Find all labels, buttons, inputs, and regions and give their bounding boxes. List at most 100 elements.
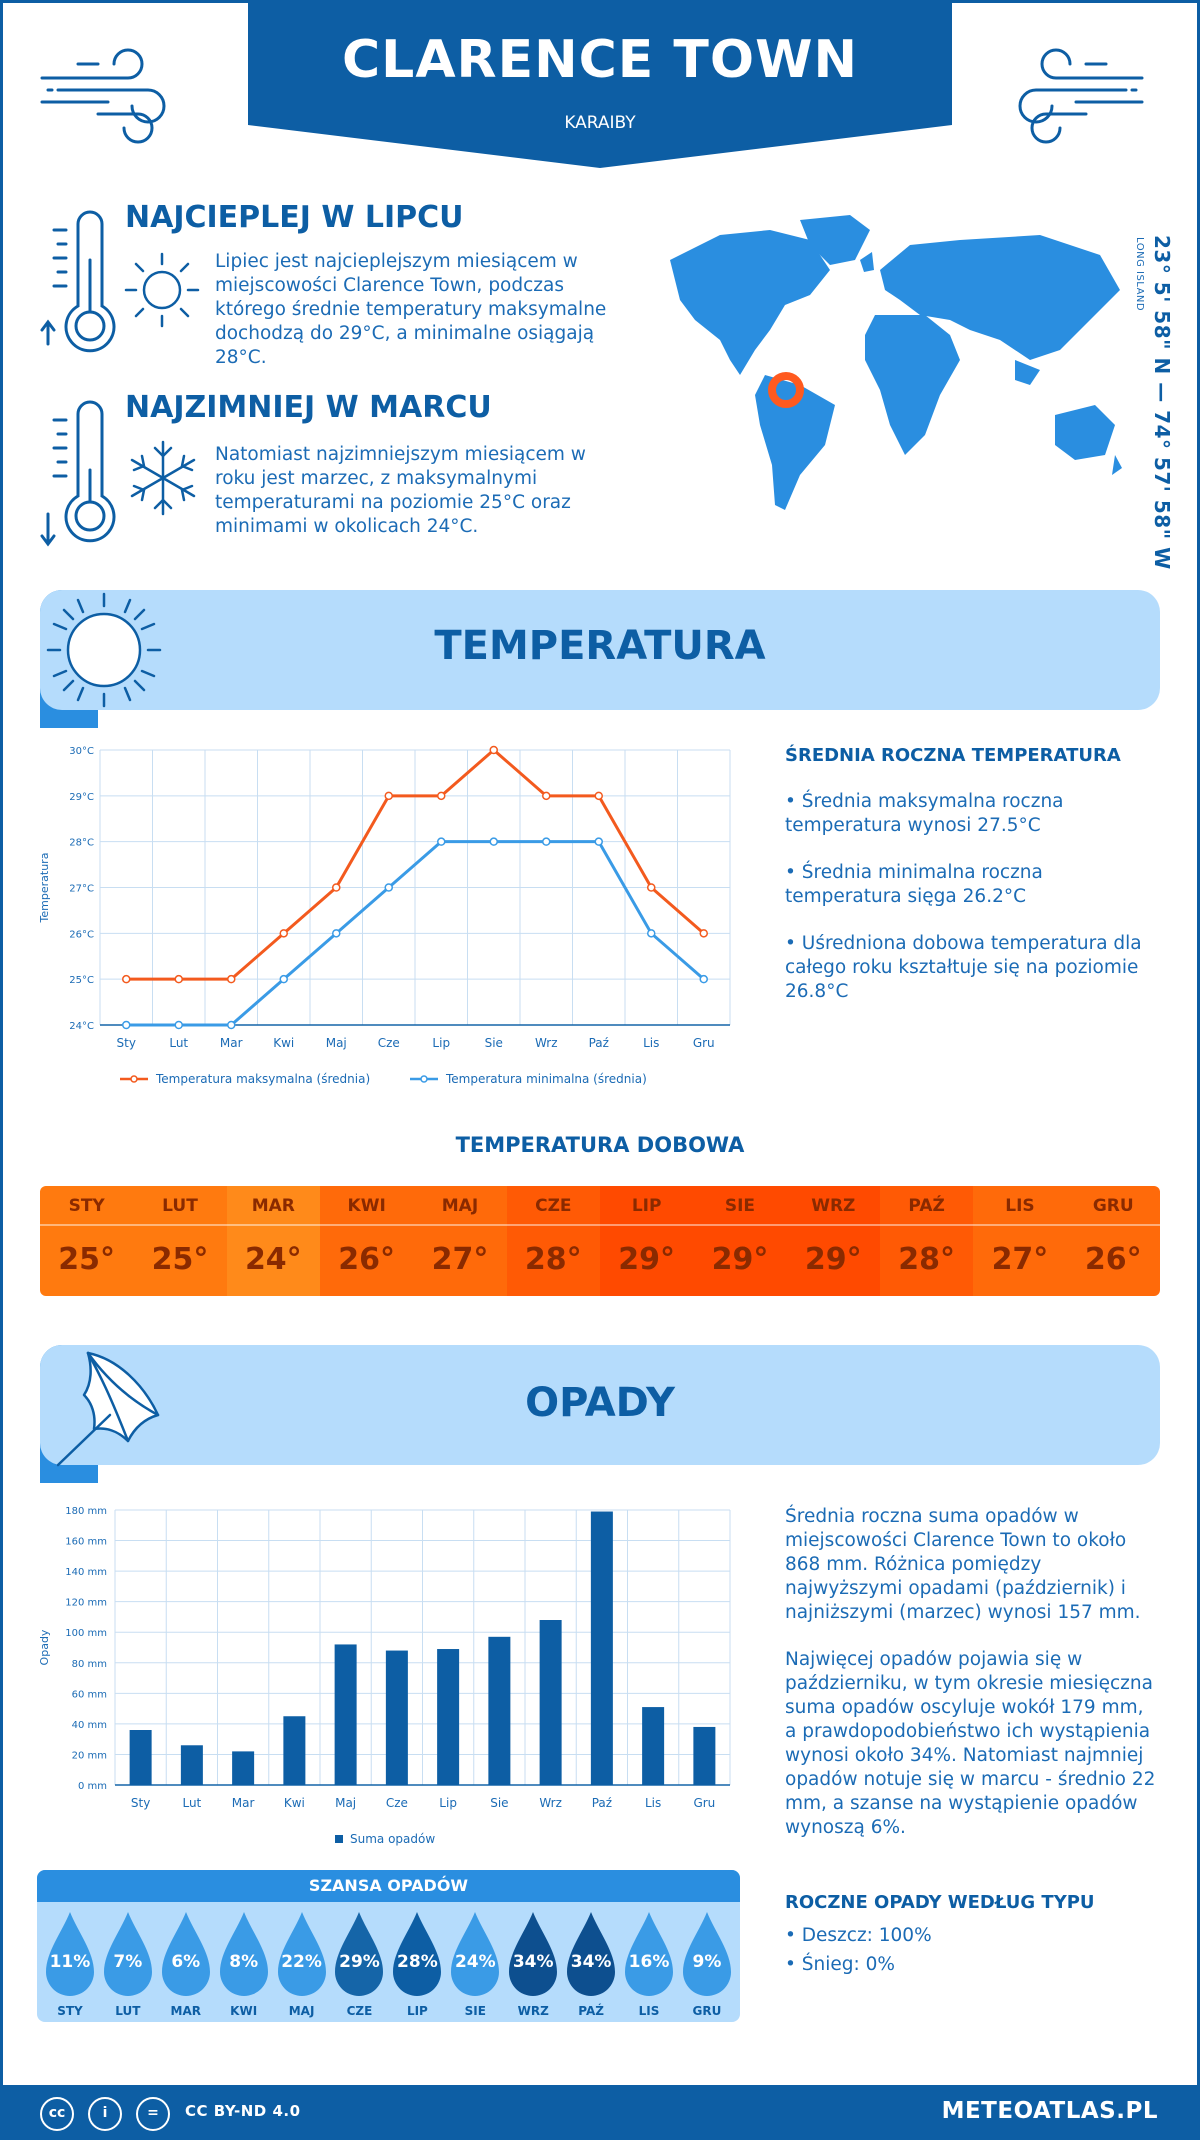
data-point (122, 974, 131, 984)
precip-chance-box: SZANSA OPADÓW 11% STY 7% LUT 6% MAR 8% KWI 22% MA… (37, 1870, 740, 2022)
raindrop-shape (103, 1912, 152, 1996)
bar (180, 1745, 203, 1785)
daily-temp-value: 25° (58, 1242, 116, 1277)
bar (232, 1751, 255, 1785)
y-tick-label: 24°C (69, 1021, 94, 1032)
daily-temp-month: WRZ (786, 1186, 880, 1226)
precip-chance-item: 22% MAJ (274, 1910, 330, 2018)
daily-temp-table: STY 25° LUT 25° MAR 24° KWI 26° MAJ 27° CZE 28° LIP 2… (40, 1186, 1160, 1296)
y-tick-label: 20 mm (72, 1750, 107, 1761)
data-point (647, 929, 656, 938)
precip-chance-item: 8% KWI (216, 1910, 272, 2018)
legend-label: Suma opadów (350, 1832, 435, 1846)
daily-temp-month: KWI (319, 1186, 414, 1226)
page-subtitle: KARAIBY (564, 113, 636, 133)
bar (129, 1730, 152, 1785)
thermometer-cold-icon (40, 400, 116, 547)
precip-chance-month: LIP (406, 2004, 428, 2018)
license-text[interactable]: CC BY-ND 4.0 (185, 2102, 301, 2120)
precip-text-1: Średnia roczna suma opadów w miejscowośc… (785, 1506, 1141, 1623)
y-tick-label: 26°C (69, 929, 94, 940)
raindrop-icon (103, 1912, 152, 1996)
precip-chance-item: 6% MAR (158, 1910, 214, 2018)
daily-temp-col: LIS 27° (973, 1186, 1067, 1296)
data-point (489, 837, 498, 846)
data-point (332, 929, 341, 938)
page-title: CLARENCE TOWN (342, 30, 858, 90)
precip-chance-value: 16% (628, 1952, 670, 1972)
x-tick-label: Lut (169, 1036, 188, 1050)
precip-band (40, 1345, 1160, 1465)
legend-label: Temperatura maksymalna (średnia) (155, 1072, 370, 1086)
temp-stat-min: • Średnia minimalna roczna temperatura s… (785, 862, 1043, 907)
legend-marker (420, 1075, 428, 1083)
region-label: LONG ISLAND (1134, 237, 1145, 312)
raindrop-shape (277, 1912, 326, 1996)
x-tick-label: Sie (490, 1796, 508, 1810)
x-tick-label: Lip (432, 1036, 450, 1050)
daily-temp-month: MAJ (413, 1186, 507, 1226)
y-tick-label: 180 mm (65, 1506, 107, 1517)
y-tick-label: 0 mm (78, 1781, 107, 1792)
precip-chance-value: 11% (49, 1952, 91, 1972)
x-tick-label: Lut (182, 1796, 201, 1810)
precip-chance-item: 28% LIP (389, 1910, 445, 2018)
precip-chance-month: GRU (692, 2004, 722, 2018)
data-point (542, 791, 551, 801)
x-tick-label: Paź (592, 1796, 612, 1810)
y-tick-label: 28°C (69, 838, 94, 849)
data-point (227, 1020, 236, 1030)
daily-temp-value: 29° (618, 1242, 675, 1277)
daily-temp-month: SIE (693, 1186, 787, 1226)
raindrop-icon (335, 1912, 384, 1996)
raindrop-icon (393, 1912, 442, 1996)
x-tick-label: Lis (645, 1796, 661, 1810)
daily-temp-col: LUT 25° (133, 1186, 227, 1296)
precip-chance-value: 7% (113, 1952, 143, 1972)
daily-temp-col: STY 25° (40, 1186, 134, 1296)
data-point (122, 1020, 131, 1030)
no-derivatives-icon: = (136, 2097, 170, 2131)
x-tick-label: Sty (117, 1036, 136, 1050)
data-point (279, 974, 288, 984)
bar (334, 1644, 357, 1785)
y-tick-label: 25°C (69, 975, 94, 986)
daily-temp-col: CZE 28° (506, 1186, 600, 1296)
precip-chance-item: 9% GRU (679, 1910, 735, 2018)
bar (488, 1636, 511, 1785)
y-tick-label: 30°C (69, 746, 94, 757)
title-banner (248, 0, 952, 168)
raindrop-shape (335, 1912, 384, 1996)
daily-temp-col: WRZ 29° (786, 1186, 880, 1296)
daily-temp-value: 26° (338, 1242, 396, 1277)
raindrop-icon (451, 1912, 500, 1996)
data-point (647, 883, 656, 892)
data-point (384, 791, 393, 801)
precip-chance-value: 28% (397, 1952, 438, 1972)
precip-chance-month: STY (57, 2004, 83, 2018)
daily-temp-month: STY (40, 1186, 134, 1226)
precip-chance-item: 11% STY (42, 1910, 98, 2018)
precip-chance-month: LUT (115, 2004, 141, 2018)
precip-chance-value: 8% (229, 1952, 259, 1972)
hottest-title: NAJCIEPLEJ W LIPCU (125, 200, 464, 235)
data-point (279, 929, 288, 938)
snowflake-icon (130, 440, 196, 516)
data-point (489, 745, 498, 755)
temp-stat-max: • Średnia maksymalna roczna temperatura … (785, 791, 1064, 836)
attribution-icon: i (88, 2097, 122, 2131)
daily-temp-value: 28° (898, 1242, 955, 1277)
raindrop-shape (682, 1912, 731, 1996)
hottest-text: Lipiec jest najcieplejszym miesiącem w m… (215, 251, 607, 368)
raindrop-shape (509, 1912, 558, 1996)
sun-icon-large (46, 592, 162, 708)
y-tick-label: 40 mm (72, 1720, 107, 1731)
precip-text-2: Najwięcej opadów pojawia się w październ… (785, 1649, 1156, 1838)
site-link[interactable]: METEOATLAS.PL (941, 2098, 1158, 2124)
data-point (384, 883, 393, 892)
raindrop-shape (161, 1912, 210, 1996)
daily-temp-col: MAR 24° (226, 1186, 320, 1296)
precip-title: OPADY (525, 1380, 675, 1426)
x-tick-label: Gru (693, 1796, 715, 1810)
precip-chance-value: 24% (454, 1952, 496, 1972)
